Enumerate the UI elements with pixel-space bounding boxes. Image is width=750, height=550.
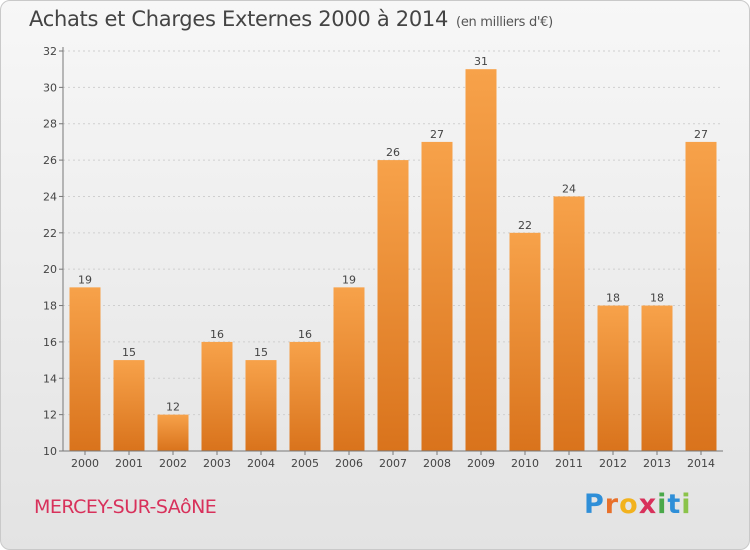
bar-2010 (509, 232, 541, 451)
y-tick-label: 22 (43, 227, 57, 240)
value-label: 18 (650, 292, 664, 305)
logo-letter: o (619, 489, 639, 520)
value-label: 15 (254, 346, 268, 359)
y-tick-label: 12 (43, 409, 57, 422)
x-tick-label: 2006 (335, 457, 363, 470)
bar-2002 (157, 414, 189, 451)
x-tick-label: 2007 (379, 457, 407, 470)
value-label: 18 (606, 292, 620, 305)
chart-subtitle: (en milliers d'€) (456, 15, 553, 30)
y-tick-label: 20 (43, 263, 57, 276)
x-tick-label: 2014 (687, 457, 715, 470)
bar-2013 (641, 305, 673, 451)
value-label: 24 (562, 182, 576, 195)
logo-letter: i (681, 489, 692, 520)
value-label: 12 (166, 401, 180, 414)
chart-title: Achats et Charges Externes 2000 à 2014 (e… (29, 7, 553, 31)
value-label: 27 (694, 128, 708, 141)
y-tick-label: 10 (43, 445, 57, 458)
y-tick-label: 26 (43, 154, 57, 167)
bars (69, 69, 717, 451)
y-tick-label: 14 (43, 372, 57, 385)
bar-2012 (597, 305, 629, 451)
value-label: 19 (78, 273, 92, 286)
x-tick-label: 2008 (423, 457, 451, 470)
logo-letter: r (604, 489, 620, 520)
axes (59, 47, 723, 455)
logo-letter: P (584, 489, 605, 520)
y-tick-label: 24 (43, 190, 57, 203)
bar-2009 (465, 69, 497, 451)
x-tick-label: 2005 (291, 457, 319, 470)
value-label: 31 (474, 55, 488, 68)
value-label: 19 (342, 273, 356, 286)
x-tick-label: 2003 (203, 457, 231, 470)
y-tick-label: 28 (43, 118, 57, 131)
bar-2007 (377, 160, 409, 451)
x-tick-label: 2009 (467, 457, 495, 470)
value-label: 27 (430, 128, 444, 141)
proxiti-logo: Proxiti (584, 489, 692, 520)
y-tick-label: 32 (43, 45, 57, 58)
x-tick-label: 2011 (555, 457, 583, 470)
bar-2004 (245, 360, 277, 451)
bar-2000 (69, 287, 101, 451)
bar-2008 (421, 141, 453, 451)
value-label: 26 (386, 146, 400, 159)
bar-2011 (553, 196, 585, 451)
labels: 10 12 14 16 18 20 22 24 26 28 30 32 19 2000 15 2001 12 20… (43, 45, 715, 470)
y-tick-label: 30 (43, 81, 57, 94)
y-tick-label: 16 (43, 336, 57, 349)
x-tick-label: 2013 (643, 457, 671, 470)
x-tick-label: 2001 (115, 457, 143, 470)
logo-letter: i (657, 489, 668, 520)
value-label: 15 (122, 346, 136, 359)
x-tick-label: 2010 (511, 457, 539, 470)
x-tick-label: 2012 (599, 457, 627, 470)
y-tick-label: 18 (43, 300, 57, 313)
bar-2014 (685, 141, 717, 451)
value-label: 16 (298, 328, 312, 341)
x-tick-label: 2004 (247, 457, 275, 470)
bar-2005 (289, 341, 321, 451)
town-name: MERCEY-SUR-SAôNE (34, 496, 217, 518)
bar-2001 (113, 360, 145, 451)
value-label: 22 (518, 219, 532, 232)
logo-letter: t (667, 489, 682, 520)
title-text: Achats et Charges Externes 2000 à 2014 (29, 7, 449, 31)
value-label: 16 (210, 328, 224, 341)
x-tick-label: 2002 (159, 457, 187, 470)
x-tick-label: 2000 (71, 457, 99, 470)
bar-2006 (333, 287, 365, 451)
bar-2003 (201, 341, 233, 451)
logo-letter: x (638, 489, 658, 520)
